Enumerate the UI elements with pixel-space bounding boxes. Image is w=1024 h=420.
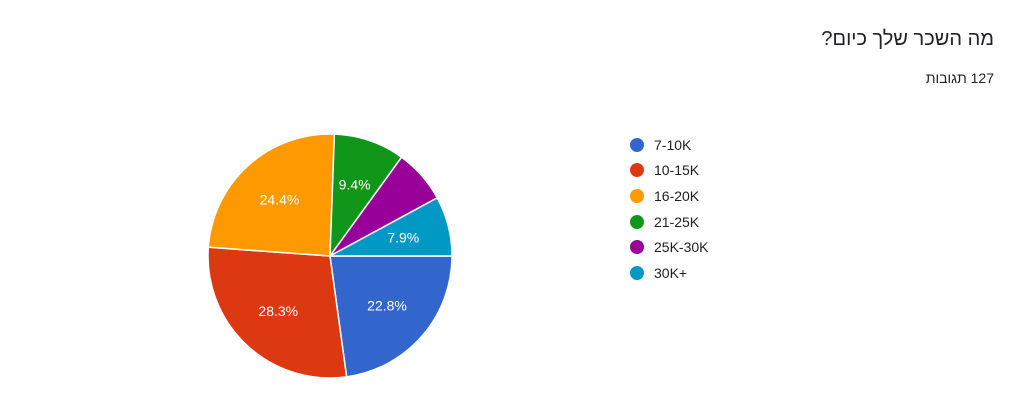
slice-label-21-25K: 9.4% — [339, 176, 371, 192]
legend-label: 10-15K — [654, 162, 700, 179]
legend-item-21-25K[interactable]: 21-25K — [630, 209, 708, 235]
slice-label-10-15K: 28.3% — [258, 303, 298, 319]
chart-title: מה השכר שלך כיום? — [821, 28, 994, 50]
legend-item-25K-30K[interactable]: 25K-30K — [630, 234, 708, 260]
legend-swatch — [630, 240, 644, 255]
pie-slice-16-20K[interactable] — [207, 133, 336, 257]
slice-label-30K+: 7.9% — [387, 229, 419, 245]
pie-slice-10-15K[interactable] — [207, 246, 348, 379]
slice-label-7-10K: 22.8% — [367, 298, 407, 314]
slice-label-16-20K: 24.4% — [260, 192, 300, 208]
legend-swatch — [630, 188, 644, 203]
response-count: 127 תגובות — [925, 70, 994, 86]
legend-swatch — [630, 265, 644, 280]
legend-label: 16-20K — [654, 187, 700, 204]
legend-label: 21-25K — [654, 213, 700, 230]
legend-swatch — [630, 137, 644, 152]
legend-item-16-20K[interactable]: 16-20K — [630, 183, 708, 209]
pie-chart: 22.8% 28.3% 24.4% 9.4% 7.9% — [207, 133, 453, 379]
legend-swatch — [630, 214, 644, 229]
legend-label: 7-10K — [654, 136, 692, 153]
chart-legend: 7-10K 10-15K 16-20K 21-25K 25K-30K 30K+ — [630, 132, 708, 286]
legend-item-30K+[interactable]: 30K+ — [630, 260, 708, 286]
legend-swatch — [630, 163, 644, 178]
legend-label: 25K-30K — [654, 239, 709, 256]
legend-item-10-15K[interactable]: 10-15K — [630, 158, 708, 184]
pie-slice-30K+[interactable] — [329, 196, 453, 257]
legend-label: 30K+ — [654, 264, 688, 281]
legend-item-7-10K[interactable]: 7-10K — [630, 132, 708, 158]
pie-slice-7-10K[interactable] — [329, 255, 453, 378]
